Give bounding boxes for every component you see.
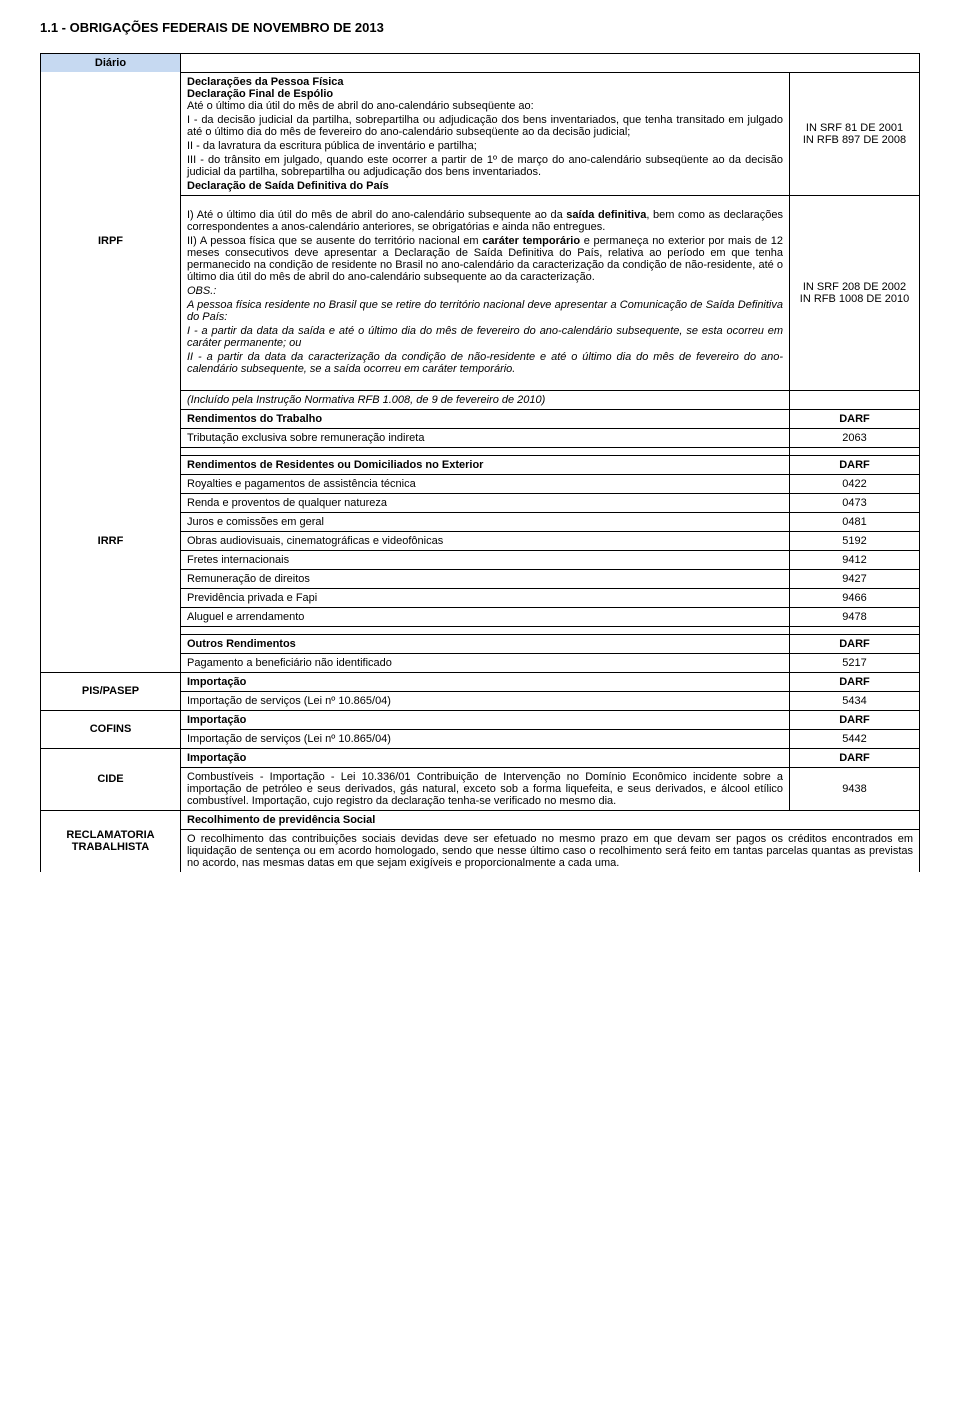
trib-exclusiva-val: 2063 xyxy=(790,428,920,447)
irrf-v6: 9427 xyxy=(790,569,920,588)
pis-v: 5434 xyxy=(790,691,920,710)
irrf-r1: Royalties e pagamentos de assistência té… xyxy=(181,474,790,493)
irrf-r8: Aluguel e arrendamento xyxy=(181,607,790,626)
irpf-obs: OBS.: xyxy=(187,285,783,297)
irpf-p5: II - a partir da data da caracterização … xyxy=(187,351,783,375)
cide-label: CIDE xyxy=(41,748,181,810)
irrf-r6: Remuneração de direitos xyxy=(181,569,790,588)
cofins-impval: DARF xyxy=(790,710,920,729)
pagto-val: 5217 xyxy=(790,653,920,672)
irrf-r3: Juros e comissões em geral xyxy=(181,512,790,531)
irrf-v4: 5192 xyxy=(790,531,920,550)
dpf-p2: I - da decisão judicial da partilha, sob… xyxy=(187,114,783,138)
irrf-v2: 0473 xyxy=(790,493,920,512)
irrf-r5: Fretes internacionais xyxy=(181,550,790,569)
irpf-p4: I - a partir da data da saída e até o úl… xyxy=(187,325,783,349)
dpf-h1: Declarações da Pessoa Física xyxy=(187,76,783,88)
rend-trabalho-val: DARF xyxy=(790,409,920,428)
dpf-p3: II - da lavratura da escritura pública d… xyxy=(187,140,783,152)
cofins-label: COFINS xyxy=(41,710,181,748)
incluido-ref xyxy=(790,390,920,409)
irpf-p1: I) Até o último dia útil do mês de abril… xyxy=(187,209,783,233)
irpf-p1b: saída definitiva xyxy=(566,209,646,221)
page-title: 1.1 - OBRIGAÇÕES FEDERAIS DE NOVEMBRO DE… xyxy=(40,20,920,35)
recl-label: RECLAMATORIA TRABALHISTA xyxy=(41,810,181,872)
irpf-p2a: II) A pessoa física que se ausente do te… xyxy=(187,235,482,247)
cide-r: Combustíveis - Importação - Lei 10.336/0… xyxy=(181,767,790,810)
irpf-ref: IN SRF 208 DE 2002 IN RFB 1008 DE 2010 xyxy=(790,195,920,390)
cide-v: 9438 xyxy=(790,767,920,810)
rend-trabalho: Rendimentos do Trabalho xyxy=(181,409,790,428)
cofins-imp: Importação xyxy=(181,710,790,729)
recl-body: O recolhimento das contribuições sociais… xyxy=(181,829,920,872)
irrf-v3: 0481 xyxy=(790,512,920,531)
irrf-v5: 9412 xyxy=(790,550,920,569)
irpf-p1a: I) Até o último dia útil do mês de abril… xyxy=(187,209,566,221)
pis-imp: Importação xyxy=(181,672,790,691)
dpf-ref1: IN SRF 81 DE 2001 xyxy=(796,122,913,134)
dpf-ref2: IN RFB 897 DE 2008 xyxy=(796,134,913,146)
cofins-v: 5442 xyxy=(790,729,920,748)
dpf-ref: IN SRF 81 DE 2001 IN RFB 897 DE 2008 xyxy=(790,72,920,195)
cide-impval: DARF xyxy=(790,748,920,767)
pis-impval: DARF xyxy=(790,672,920,691)
pis-r: Importação de serviços (Lei nº 10.865/04… xyxy=(181,691,790,710)
recl-h: Recolhimento de previdência Social xyxy=(181,810,920,829)
irrf-v1: 0422 xyxy=(790,474,920,493)
irrf-r2: Renda e proventos de qualquer natureza xyxy=(181,493,790,512)
dpf-p4: III - do trânsito em julgado, quando est… xyxy=(187,154,783,178)
irpf-ref2: IN RFB 1008 DE 2010 xyxy=(796,293,913,305)
dpf-h3: Declaração de Saída Definitiva do País xyxy=(187,180,783,192)
incluido: (Incluído pela Instrução Normativa RFB 1… xyxy=(181,390,790,409)
cide-imp: Importação xyxy=(181,748,790,767)
irrf-header-val: DARF xyxy=(790,455,920,474)
dpf-h2: Declaração Final de Espólio xyxy=(187,88,783,100)
irrf-v7: 9466 xyxy=(790,588,920,607)
irpf-label: IRPF xyxy=(41,72,181,409)
irpf-body: I) Até o último dia útil do mês de abril… xyxy=(181,195,790,390)
cofins-r: Importação de serviços (Lei nº 10.865/04… xyxy=(181,729,790,748)
irpf-ref1: IN SRF 208 DE 2002 xyxy=(796,281,913,293)
irpf-p3: A pessoa física residente no Brasil que … xyxy=(187,299,783,323)
irrf-label: IRRF xyxy=(41,455,181,626)
irrf-r4: Obras audiovisuais, cinematográficas e v… xyxy=(181,531,790,550)
dpf-p1: Até o último dia útil do mês de abril do… xyxy=(187,100,783,112)
irrf-r7: Previdência privada e Fapi xyxy=(181,588,790,607)
outros-rend: Outros Rendimentos xyxy=(181,634,790,653)
trib-exclusiva: Tributação exclusiva sobre remuneração i… xyxy=(181,428,790,447)
pagto-benef: Pagamento a beneficiário não identificad… xyxy=(181,653,790,672)
irpf-p2: II) A pessoa física que se ausente do te… xyxy=(187,235,783,283)
outros-val: DARF xyxy=(790,634,920,653)
irrf-header: Rendimentos de Residentes ou Domiciliado… xyxy=(181,455,790,474)
obligations-table: Diário IRPF Declarações da Pessoa Física… xyxy=(40,53,920,872)
irrf-v8: 9478 xyxy=(790,607,920,626)
irpf-p2b: caráter temporário xyxy=(482,235,580,247)
diario-header: Diário xyxy=(41,54,181,73)
pis-label: PIS/PASEP xyxy=(41,672,181,710)
decl-pessoa-fisica: Declarações da Pessoa Física Declaração … xyxy=(181,72,790,195)
